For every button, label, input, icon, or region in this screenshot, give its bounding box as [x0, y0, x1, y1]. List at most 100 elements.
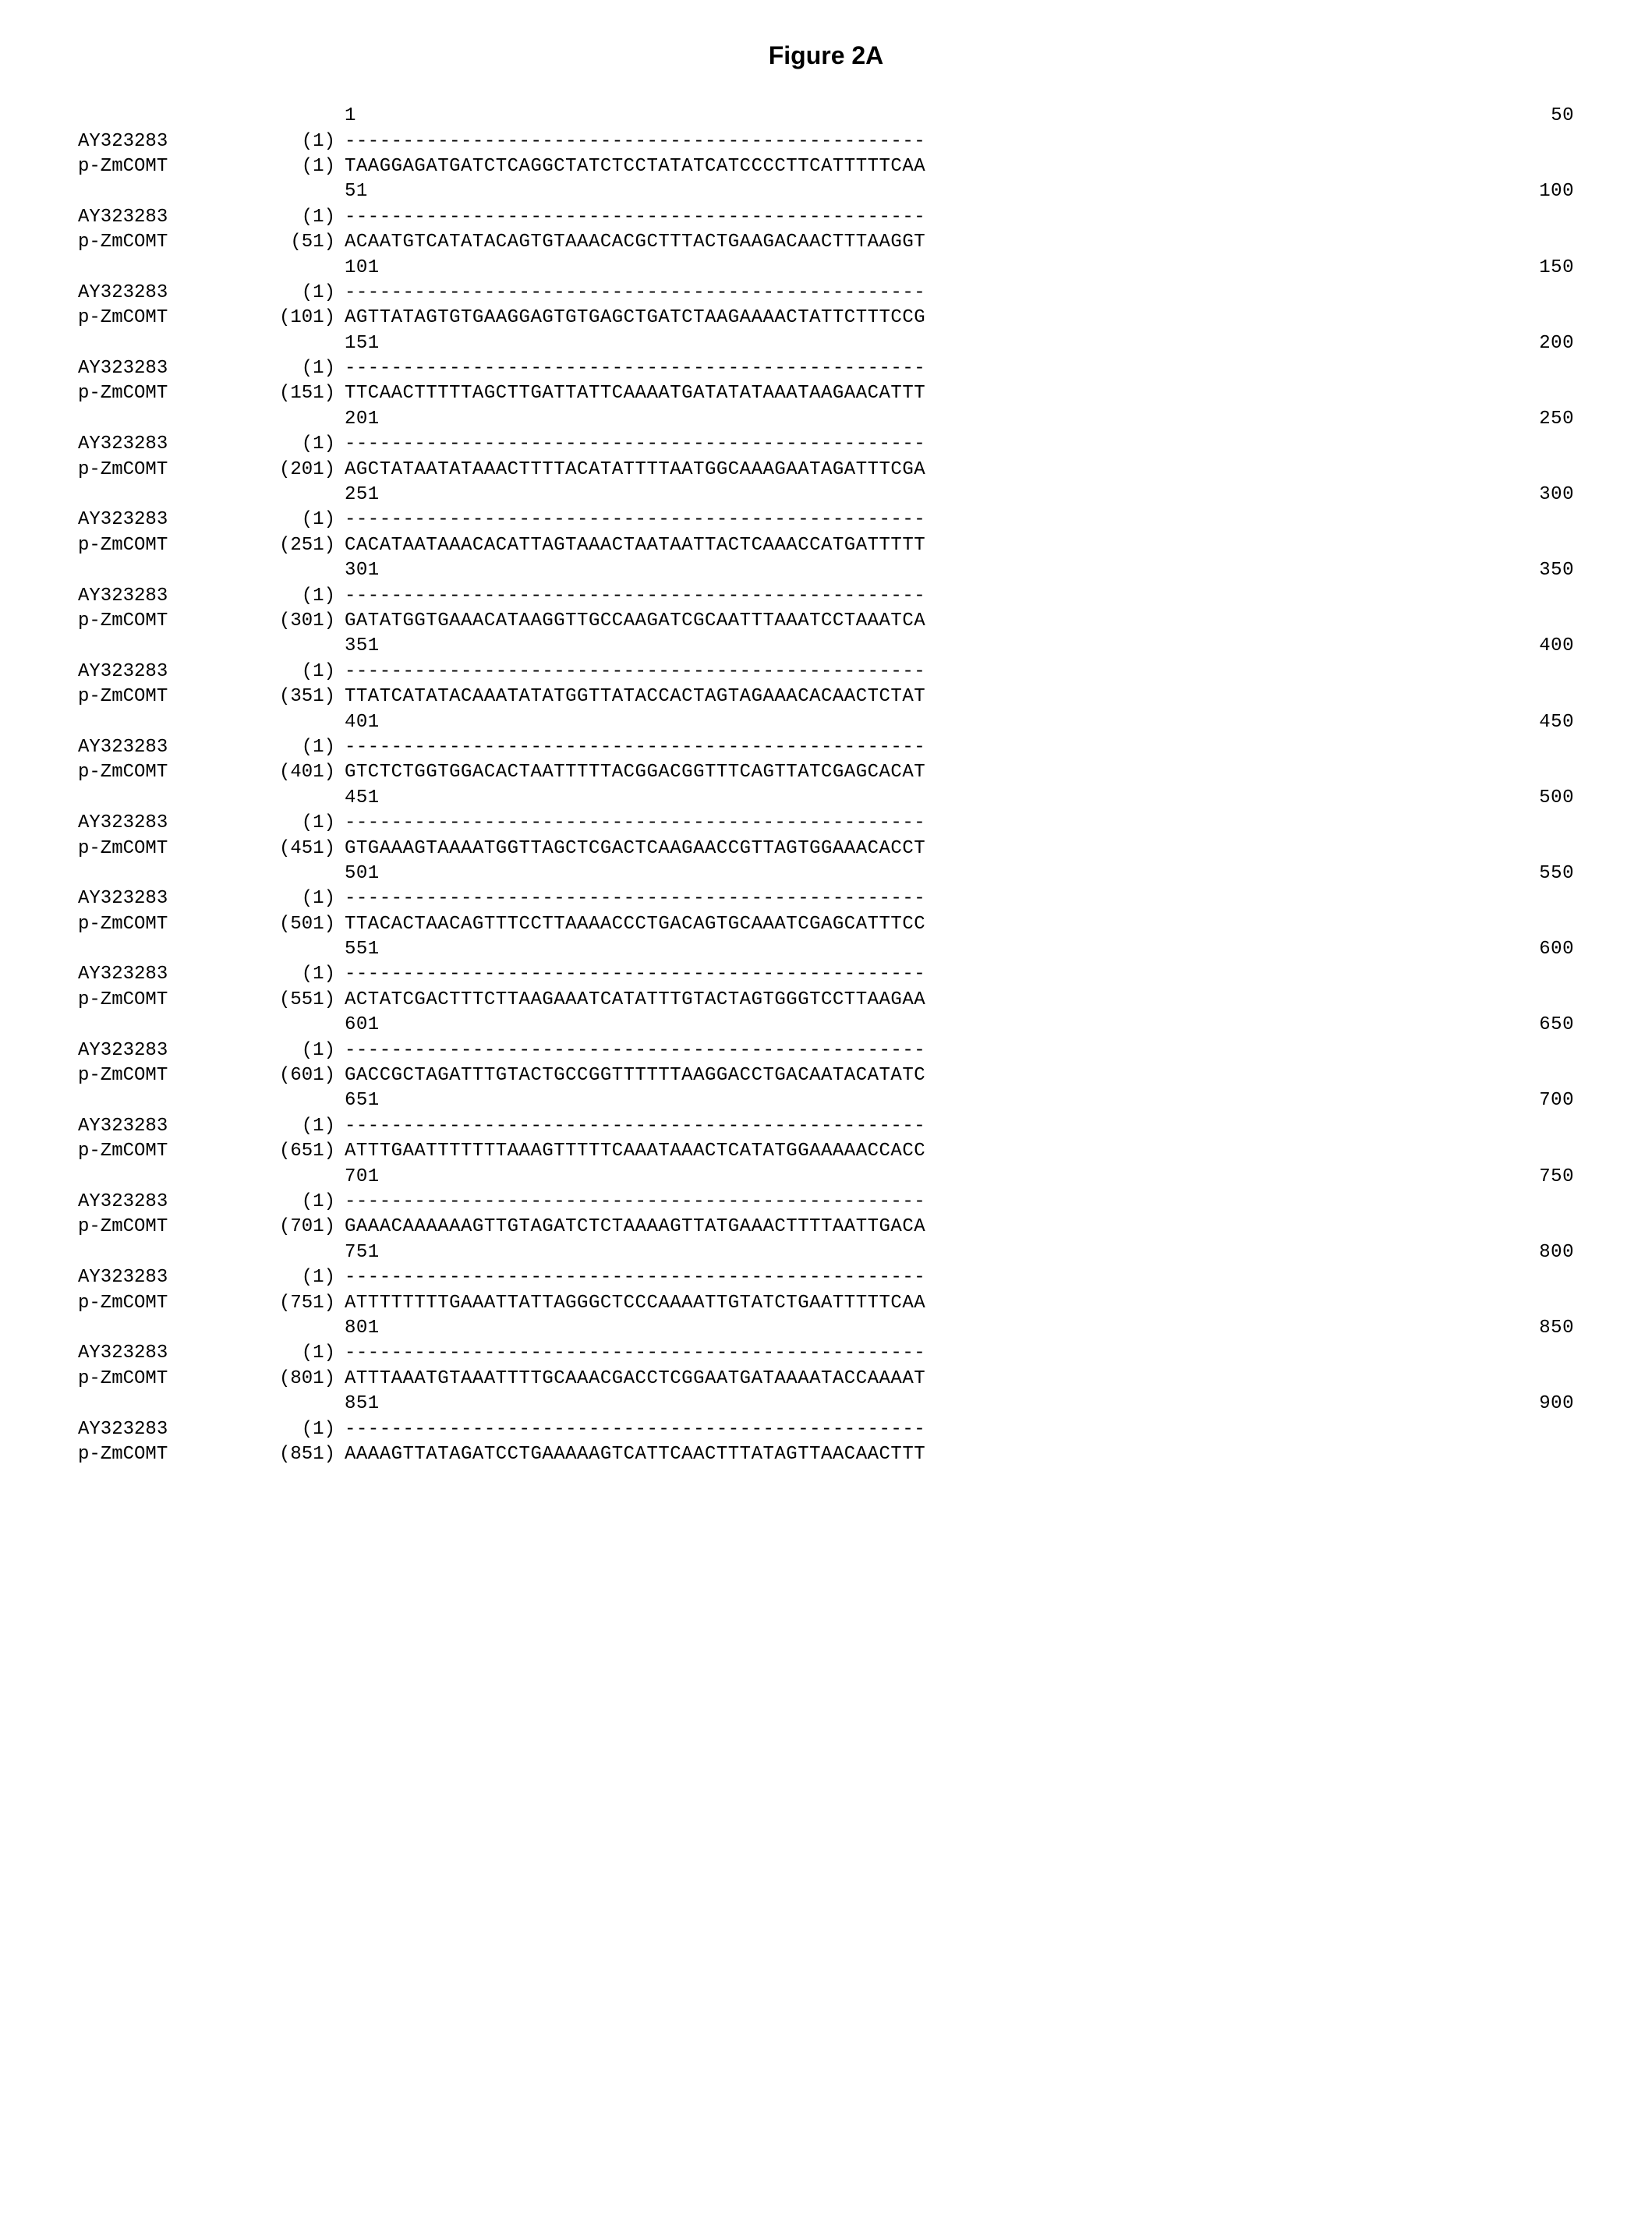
ruler-spacer — [78, 407, 242, 432]
ruler: 101 150 — [345, 256, 1574, 281]
ruler-spacer — [242, 634, 345, 659]
sequence-data: ----------------------------------------… — [345, 1265, 1574, 1290]
alignment-row: AY323283(1)-----------------------------… — [78, 1341, 1574, 1366]
sequence-position: (251) — [242, 533, 345, 558]
ruler-spacer — [242, 558, 345, 583]
alignment-row: p-ZmCOMT(851)AAAAGTTATAGATCCTGAAAAAGTCAT… — [78, 1442, 1574, 1467]
sequence-data: CACATAATAAACACATTAGTAAACTAATAATTACTCAAAC… — [345, 533, 1574, 558]
sequence-data: ----------------------------------------… — [345, 1417, 1574, 1442]
ruler-spacer — [242, 1088, 345, 1113]
ruler-start: 751 — [345, 1240, 380, 1265]
sequence-alignment: 150AY323283(1)--------------------------… — [78, 104, 1574, 1467]
ruler: 851900 — [345, 1392, 1574, 1417]
ruler: 651 700 — [345, 1088, 1574, 1113]
alignment-row: AY323283(1)-----------------------------… — [78, 432, 1574, 457]
ruler-start: 651 — [345, 1088, 380, 1113]
ruler-spacer — [242, 937, 345, 962]
ruler: 551600 — [345, 937, 1574, 962]
sequence-position: (851) — [242, 1442, 345, 1467]
ruler: 751800 — [345, 1240, 1574, 1265]
ruler-spacer — [78, 1165, 242, 1190]
ruler-start: 851 — [345, 1392, 380, 1417]
ruler: 701750 — [345, 1165, 1574, 1190]
ruler-row: 151200 — [78, 331, 1574, 356]
sequence-data: ----------------------------------------… — [345, 205, 1574, 230]
ruler-spacer — [242, 1316, 345, 1341]
sequence-position: (1) — [242, 129, 345, 154]
ruler-start: 1 — [345, 104, 356, 129]
sequence-name: p-ZmCOMT — [78, 912, 242, 937]
sequence-name: p-ZmCOMT — [78, 837, 242, 861]
sequence-name: p-ZmCOMT — [78, 230, 242, 255]
ruler-end: 150 — [1539, 256, 1574, 281]
sequence-position: (1) — [242, 1341, 345, 1366]
ruler-row: 351400 — [78, 634, 1574, 659]
alignment-row: AY323283(1)-----------------------------… — [78, 584, 1574, 609]
sequence-data: ----------------------------------------… — [345, 735, 1574, 760]
sequence-name: p-ZmCOMT — [78, 458, 242, 483]
ruler-end: 250 — [1539, 407, 1574, 432]
ruler: 201250 — [345, 407, 1574, 432]
ruler-start: 801 — [345, 1316, 380, 1341]
ruler-row: 751800 — [78, 1240, 1574, 1265]
sequence-name: AY323283 — [78, 432, 242, 457]
sequence-name: p-ZmCOMT — [78, 609, 242, 634]
ruler-end: 450 — [1539, 710, 1574, 735]
ruler-spacer — [78, 710, 242, 735]
sequence-position: (1) — [242, 1114, 345, 1139]
alignment-row: p-ZmCOMT(751)ATTTTTTTTGAAATTATTAGGGCTCCC… — [78, 1291, 1574, 1316]
alignment-row: AY323283(1)-----------------------------… — [78, 508, 1574, 532]
ruler-row: 651 700 — [78, 1088, 1574, 1113]
ruler: 51100 — [345, 179, 1574, 204]
sequence-position: (351) — [242, 684, 345, 709]
sequence-position: (51) — [242, 230, 345, 255]
ruler-spacer — [78, 1088, 242, 1113]
ruler-row: 701750 — [78, 1165, 1574, 1190]
ruler-row: 301350 — [78, 558, 1574, 583]
ruler-spacer — [78, 179, 242, 204]
ruler-spacer — [78, 1013, 242, 1038]
sequence-name: p-ZmCOMT — [78, 1215, 242, 1240]
ruler-spacer — [78, 331, 242, 356]
ruler-row: 801850 — [78, 1316, 1574, 1341]
ruler-spacer — [242, 483, 345, 508]
sequence-name: p-ZmCOMT — [78, 1139, 242, 1164]
sequence-position: (1) — [242, 962, 345, 987]
ruler-start: 101 — [345, 256, 380, 281]
ruler-spacer — [242, 710, 345, 735]
ruler-end: 700 — [1539, 1088, 1574, 1113]
sequence-name: AY323283 — [78, 735, 242, 760]
sequence-name: p-ZmCOMT — [78, 1291, 242, 1316]
ruler-row: 51100 — [78, 179, 1574, 204]
sequence-data: TTCAACTTTTTAGCTTGATTATTCAAAATGATATATAAAT… — [345, 381, 1574, 406]
sequence-data: ----------------------------------------… — [345, 1114, 1574, 1139]
sequence-data: ACAATGTCATATACAGTGTAAACACGCTTTACTGAAGACA… — [345, 230, 1574, 255]
alignment-row: p-ZmCOMT(301)GATATGGTGAAACATAAGGTTGCCAAG… — [78, 609, 1574, 634]
ruler-row: 551600 — [78, 937, 1574, 962]
alignment-row: p-ZmCOMT(151)TTCAACTTTTTAGCTTGATTATTCAAA… — [78, 381, 1574, 406]
sequence-name: p-ZmCOMT — [78, 684, 242, 709]
ruler-end: 50 — [1551, 104, 1574, 129]
sequence-name: AY323283 — [78, 1265, 242, 1290]
ruler-end: 350 — [1539, 558, 1574, 583]
sequence-position: (801) — [242, 1367, 345, 1392]
sequence-name: AY323283 — [78, 660, 242, 684]
ruler-spacer — [78, 256, 242, 281]
ruler-end: 550 — [1539, 861, 1574, 886]
sequence-position: (1) — [242, 432, 345, 457]
sequence-position: (1) — [242, 508, 345, 532]
ruler-spacer — [78, 483, 242, 508]
alignment-row: AY323283(1)-----------------------------… — [78, 962, 1574, 987]
sequence-name: AY323283 — [78, 1038, 242, 1063]
ruler-start: 151 — [345, 331, 380, 356]
alignment-row: AY323283(1)-----------------------------… — [78, 356, 1574, 381]
alignment-row: AY323283(1)-----------------------------… — [78, 735, 1574, 760]
sequence-data: ----------------------------------------… — [345, 584, 1574, 609]
sequence-name: AY323283 — [78, 508, 242, 532]
alignment-row: AY323283(1)-----------------------------… — [78, 1265, 1574, 1290]
sequence-position: (101) — [242, 306, 345, 331]
ruler-spacer — [242, 407, 345, 432]
alignment-row: AY323283(1)-----------------------------… — [78, 281, 1574, 306]
alignment-row: p-ZmCOMT(351)TTATCATATACAAATATATGGTTATAC… — [78, 684, 1574, 709]
ruler: 1 50 — [345, 104, 1574, 129]
